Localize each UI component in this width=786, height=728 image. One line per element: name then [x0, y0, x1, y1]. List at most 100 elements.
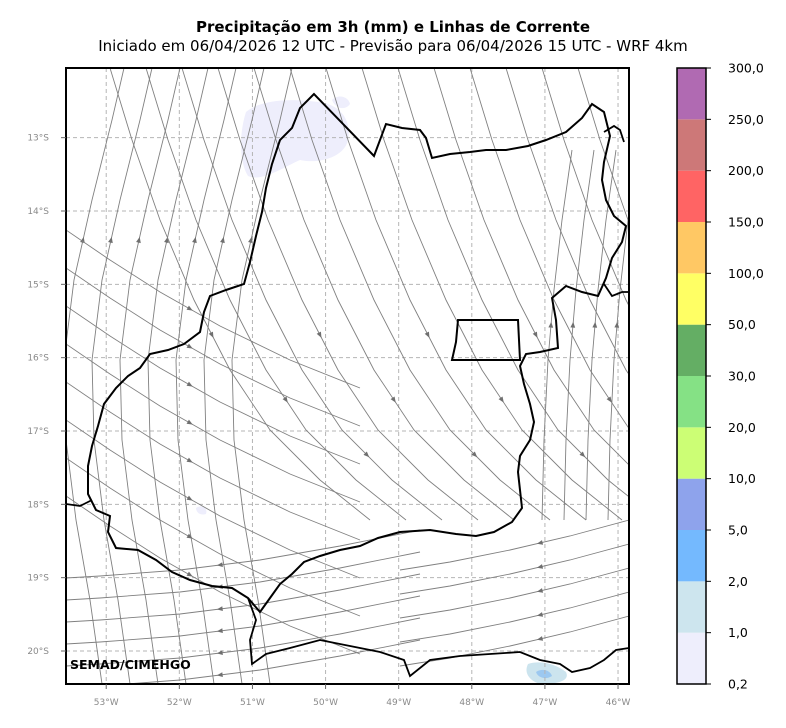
- streamline-arrow: [715, 397, 722, 404]
- lat-tick-label: 18°S: [27, 500, 49, 510]
- streamline-arrow: [424, 331, 430, 338]
- goias-state-border: [87, 92, 628, 614]
- lat-tick-label: 20°S: [27, 647, 49, 657]
- streamline: [585, 149, 617, 521]
- streamline-arrow: [536, 636, 544, 641]
- streamline: [66, 529, 421, 579]
- streamline-arrow: [186, 381, 193, 387]
- streamline-arrow: [614, 321, 620, 328]
- lat-lon-grid: [66, 68, 629, 684]
- streamline-arrow: [216, 606, 223, 612]
- colorbar-label: 30,0: [728, 369, 756, 384]
- colorbar-segment: [677, 222, 706, 274]
- lat-tick-label: 13°S: [27, 134, 49, 144]
- streamline-arrow: [186, 571, 193, 577]
- streamline-arrow: [536, 612, 544, 617]
- streamline-arrow: [606, 396, 612, 403]
- streamline-arrow: [136, 236, 141, 244]
- streamline: [361, 68, 623, 521]
- colorbar-label: 300,0: [728, 61, 764, 76]
- streamline: [175, 68, 237, 684]
- state-borders: [66, 92, 629, 678]
- lat-tick-label: 14°S: [27, 207, 49, 217]
- streamline-arrow: [186, 495, 193, 501]
- lon-tick-label: 50°W: [313, 698, 338, 708]
- colorbar-segment: [677, 581, 706, 633]
- colorbar-label: 20,0: [728, 420, 756, 435]
- streamline-arrow: [641, 332, 648, 339]
- streamline: [399, 615, 629, 667]
- colorbar-segment: [677, 170, 706, 222]
- streamline-arrow: [536, 540, 544, 545]
- precip-southeast-core: [536, 669, 552, 679]
- lon-tick-label: 53°W: [94, 698, 119, 708]
- colorbar-segment: [677, 427, 706, 479]
- lat-tick-label: 19°S: [27, 574, 49, 584]
- streamline: [145, 68, 407, 521]
- lon-tick-label: 49°W: [386, 698, 411, 708]
- streamline-arrow: [186, 419, 193, 425]
- colorbar-label: 250,0: [728, 112, 764, 127]
- colorbar-segment: [677, 376, 706, 428]
- streamline: [433, 68, 629, 466]
- colorbar-label: 2,0: [728, 574, 748, 589]
- colorbar-label: 200,0: [728, 163, 764, 178]
- streamline-arrow: [316, 331, 322, 338]
- streamline-arrow: [108, 236, 113, 244]
- east-neighbor-border: [603, 283, 629, 298]
- streamline: [66, 573, 421, 623]
- precip-small-cell: [196, 506, 207, 515]
- streamline-arrow: [363, 451, 370, 458]
- colorbar-segment: [677, 530, 706, 582]
- streamline: [397, 68, 629, 498]
- colorbar-segment: [677, 68, 706, 120]
- federal-district-border: [450, 319, 522, 361]
- lon-tick-label: 52°W: [167, 698, 192, 708]
- streamline: [231, 68, 293, 684]
- streamline-arrow: [186, 533, 193, 539]
- lon-tick-label: 48°W: [459, 698, 484, 708]
- colorbar-label: 150,0: [728, 215, 764, 230]
- colorbar: 0,2 1,0 2,0 5,0 10,0 20,0 30,0 50,0 100,0 150,0 20…: [676, 61, 764, 692]
- map-subtitle: Iniciado em 06/04/2026 12 UTC - Previsão…: [98, 37, 688, 55]
- colorbar-segment: [677, 119, 706, 171]
- streamline: [399, 567, 629, 619]
- streamline-arrow: [579, 451, 586, 458]
- streamline: [541, 68, 629, 307]
- neighbor-border: [66, 499, 93, 507]
- precip-north-cluster: [241, 100, 349, 178]
- streamline-arrow: [548, 321, 554, 328]
- streamline: [563, 149, 595, 521]
- streamline-arrow: [570, 321, 576, 328]
- streamline-arrow: [248, 236, 253, 244]
- colorbar-segment: [677, 478, 706, 530]
- colorbar-label: 0,2: [728, 677, 748, 692]
- streamline: [147, 68, 209, 684]
- streamlines: [66, 68, 722, 684]
- streamline-arrow: [220, 236, 225, 244]
- colorbar-label: 5,0: [728, 523, 748, 538]
- colorbar-label: 10,0: [728, 471, 756, 486]
- streamline-arrow: [592, 321, 598, 328]
- northeast-neighbor-border: [603, 124, 625, 143]
- streamline: [253, 68, 515, 521]
- streamline-arrow: [186, 343, 193, 349]
- streamline-arrow: [186, 457, 193, 463]
- streamline-arrow: [498, 396, 504, 403]
- precip-north-cluster: [332, 96, 350, 109]
- streamline: [181, 68, 443, 521]
- lon-tick-label: 46°W: [606, 698, 631, 708]
- streamline: [66, 343, 361, 503]
- colorbar-label: 50,0: [728, 317, 756, 332]
- credit-label: SEMAD/CIMEHGO: [70, 657, 191, 672]
- streamline-arrow: [216, 562, 223, 568]
- streamline: [505, 68, 629, 376]
- colorbar-label: 1,0: [728, 625, 748, 640]
- precipitation-layer: [196, 96, 567, 684]
- streamline: [399, 519, 629, 571]
- streamline: [399, 591, 629, 643]
- lat-tick-label: 15°S: [27, 280, 49, 290]
- streamline: [66, 267, 361, 427]
- streamline: [66, 229, 361, 389]
